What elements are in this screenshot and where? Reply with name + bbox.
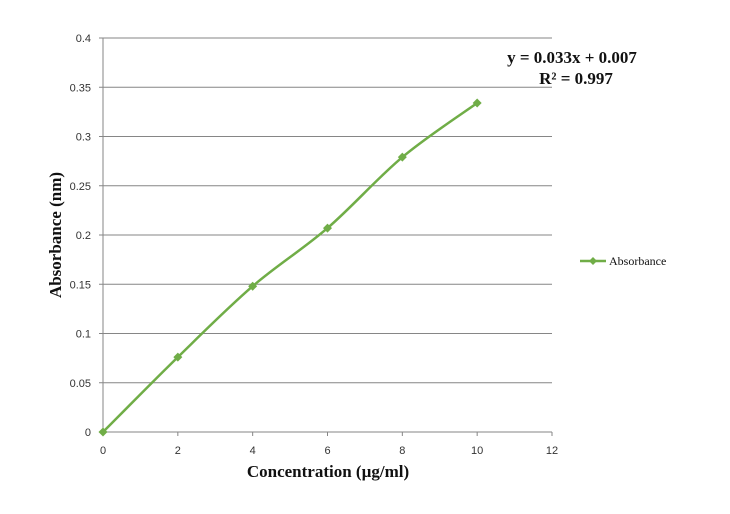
x-axis-title: Concentration (µg/ml) [247, 462, 409, 481]
x-tick-label: 12 [546, 445, 558, 457]
x-tick-label: 6 [324, 445, 330, 457]
x-tick-label: 10 [471, 445, 483, 457]
data-point [248, 281, 258, 291]
x-tick-labels: 0 2 4 6 8 10 12 [100, 432, 558, 457]
x-tick-label: 4 [250, 445, 256, 457]
gridlines [103, 37, 552, 384]
y-tick-label: 0.4 [76, 33, 91, 45]
y-axis-title: Absorbance (nm) [46, 172, 65, 298]
data-point [397, 152, 407, 162]
trendline-equation: y = 0.033x + 0.007 [507, 48, 637, 67]
y-tick-label: 0.05 [70, 378, 91, 390]
data-point [173, 352, 183, 362]
r-squared-label: R² = 0.997 [539, 69, 613, 88]
legend-label: Absorbance [609, 254, 666, 268]
x-tick-label: 2 [175, 445, 181, 457]
data-point [323, 223, 332, 233]
y-tick-label: 0.3 [76, 132, 91, 144]
series-line [102, 101, 478, 433]
x-tick-label: 0 [100, 445, 106, 457]
y-tick-label: 0.2 [76, 230, 91, 242]
y-tick-labels: 0 0.05 0.1 0.15 0.2 0.25 0.3 0.35 0.4 [70, 33, 103, 439]
series-layer [98, 98, 482, 437]
y-tick-label: 0.15 [70, 279, 91, 291]
y-tick-label: 0.25 [70, 181, 91, 193]
y-tick-label: 0.35 [70, 82, 91, 94]
legend-marker [589, 257, 597, 265]
y-tick-label: 0.1 [76, 329, 91, 341]
legend: Absorbance [580, 254, 666, 268]
data-point [472, 98, 482, 108]
data-point [98, 427, 108, 437]
y-tick-label: 0 [85, 427, 91, 439]
x-tick-label: 8 [399, 445, 405, 457]
